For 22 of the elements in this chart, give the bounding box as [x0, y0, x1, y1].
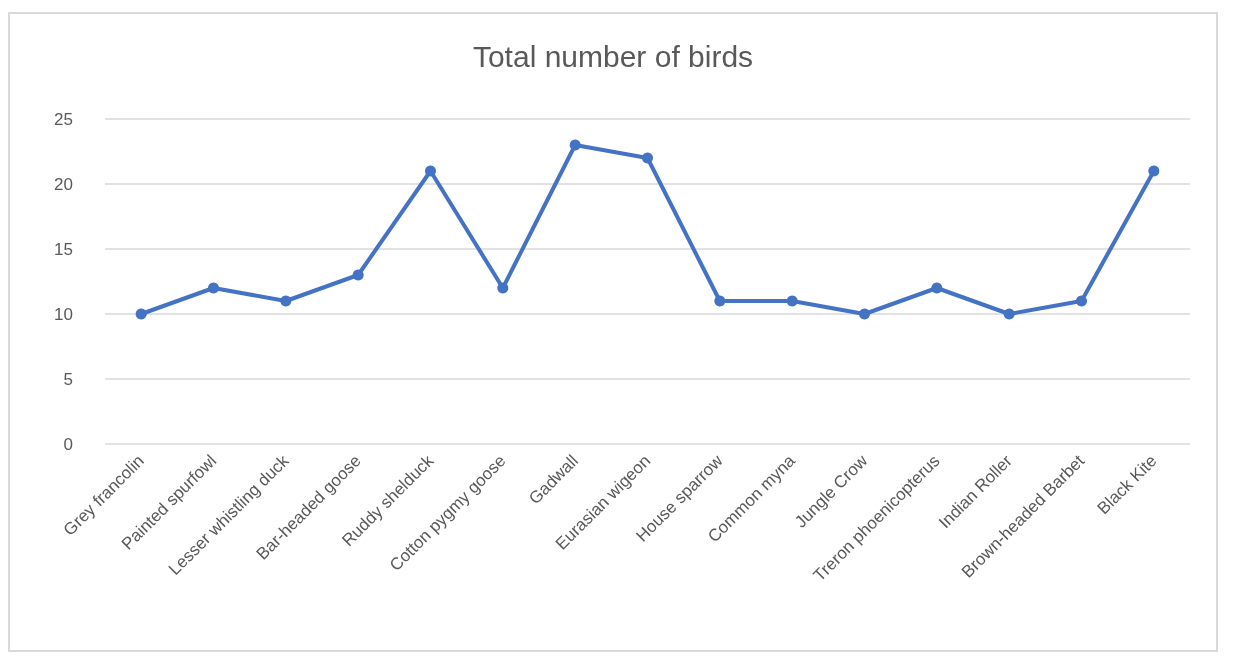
point [931, 282, 943, 294]
y-tick-label: 15 [54, 239, 73, 259]
point [280, 295, 292, 307]
point [714, 295, 726, 307]
y-tick-label: 10 [54, 304, 73, 324]
point [1076, 295, 1087, 307]
point [642, 152, 653, 164]
point [425, 165, 436, 177]
point [1003, 308, 1015, 320]
y-tick-label: 20 [54, 174, 73, 194]
y-tick-label: 25 [54, 109, 73, 129]
point [1148, 165, 1160, 177]
point [859, 308, 870, 320]
chart-title: Total number of birds [472, 39, 754, 73]
point [569, 139, 581, 151]
point [352, 269, 364, 281]
y-tick-label: 0 [63, 434, 73, 454]
point [208, 282, 219, 294]
point [786, 295, 798, 307]
y-tick-label: 5 [63, 369, 73, 389]
point [135, 308, 147, 320]
point [497, 282, 509, 294]
